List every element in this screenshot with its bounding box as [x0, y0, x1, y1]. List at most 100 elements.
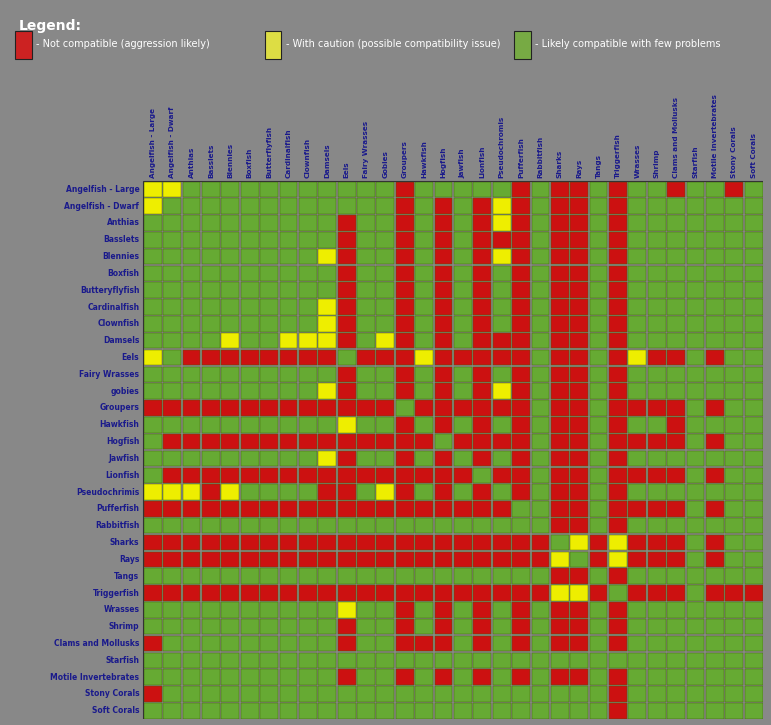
- Bar: [706, 552, 724, 567]
- Bar: [531, 215, 549, 231]
- Bar: [318, 265, 336, 281]
- Bar: [376, 619, 394, 634]
- Bar: [338, 484, 355, 500]
- Text: Damsels: Damsels: [103, 336, 140, 345]
- Bar: [144, 568, 162, 584]
- Bar: [648, 400, 665, 415]
- Bar: [260, 518, 278, 534]
- Bar: [473, 417, 491, 433]
- Text: Soft Corals: Soft Corals: [92, 706, 140, 716]
- Bar: [183, 349, 200, 365]
- Bar: [280, 518, 298, 534]
- Bar: [726, 299, 743, 315]
- Bar: [416, 468, 433, 483]
- Bar: [493, 484, 510, 500]
- Bar: [338, 535, 355, 550]
- Bar: [435, 417, 453, 433]
- Bar: [609, 552, 627, 567]
- Bar: [745, 215, 763, 231]
- Bar: [202, 669, 220, 685]
- Text: Pseudochromis: Pseudochromis: [499, 115, 505, 178]
- Bar: [202, 199, 220, 214]
- Bar: [551, 349, 569, 365]
- Bar: [667, 199, 685, 214]
- Bar: [163, 265, 181, 281]
- Bar: [648, 636, 665, 651]
- Bar: [571, 333, 588, 349]
- Bar: [435, 333, 453, 349]
- Bar: [686, 687, 705, 702]
- Bar: [416, 265, 433, 281]
- Bar: [260, 636, 278, 651]
- Bar: [241, 199, 258, 214]
- Text: Anthias: Anthias: [189, 146, 194, 178]
- Bar: [260, 602, 278, 618]
- Bar: [221, 468, 239, 483]
- Bar: [648, 215, 665, 231]
- Bar: [221, 484, 239, 500]
- Bar: [202, 283, 220, 298]
- Text: Starfish: Starfish: [106, 656, 140, 665]
- Bar: [590, 384, 608, 399]
- Bar: [221, 333, 239, 349]
- Bar: [163, 619, 181, 634]
- Bar: [241, 535, 258, 550]
- Bar: [590, 199, 608, 214]
- Bar: [571, 181, 588, 197]
- Bar: [435, 349, 453, 365]
- Bar: [357, 602, 375, 618]
- Bar: [726, 417, 743, 433]
- Bar: [338, 299, 355, 315]
- Bar: [628, 468, 646, 483]
- Bar: [280, 484, 298, 500]
- Bar: [473, 299, 491, 315]
- Bar: [706, 703, 724, 718]
- Bar: [473, 652, 491, 668]
- Bar: [376, 417, 394, 433]
- Bar: [590, 501, 608, 517]
- Bar: [144, 451, 162, 466]
- Bar: [667, 652, 685, 668]
- Bar: [590, 652, 608, 668]
- Bar: [454, 181, 472, 197]
- Bar: [609, 585, 627, 601]
- Text: Motile Invertebrates: Motile Invertebrates: [50, 673, 140, 682]
- Bar: [686, 468, 705, 483]
- Bar: [202, 434, 220, 449]
- Bar: [531, 568, 549, 584]
- Bar: [299, 384, 317, 399]
- Bar: [435, 568, 453, 584]
- Bar: [357, 367, 375, 382]
- Bar: [416, 484, 433, 500]
- Bar: [376, 501, 394, 517]
- Bar: [338, 602, 355, 618]
- Bar: [241, 669, 258, 685]
- Bar: [435, 585, 453, 601]
- Bar: [435, 687, 453, 702]
- Bar: [745, 484, 763, 500]
- Text: Stony Corals: Stony Corals: [731, 126, 737, 178]
- Bar: [745, 265, 763, 281]
- Bar: [183, 181, 200, 197]
- Bar: [416, 669, 433, 685]
- Bar: [241, 249, 258, 265]
- Bar: [454, 703, 472, 718]
- Bar: [183, 384, 200, 399]
- Bar: [571, 283, 588, 298]
- Bar: [299, 484, 317, 500]
- Text: Rabbitfish: Rabbitfish: [95, 521, 140, 530]
- Bar: [745, 249, 763, 265]
- Bar: [454, 568, 472, 584]
- Text: Stony Corals: Stony Corals: [85, 689, 140, 698]
- Bar: [571, 384, 588, 399]
- Text: - Likely compatible with few problems: - Likely compatible with few problems: [535, 39, 721, 49]
- Bar: [280, 349, 298, 365]
- Bar: [376, 602, 394, 618]
- Bar: [318, 568, 336, 584]
- Bar: [609, 468, 627, 483]
- Bar: [183, 215, 200, 231]
- Bar: [338, 367, 355, 382]
- Bar: [609, 199, 627, 214]
- Bar: [648, 333, 665, 349]
- Bar: [144, 501, 162, 517]
